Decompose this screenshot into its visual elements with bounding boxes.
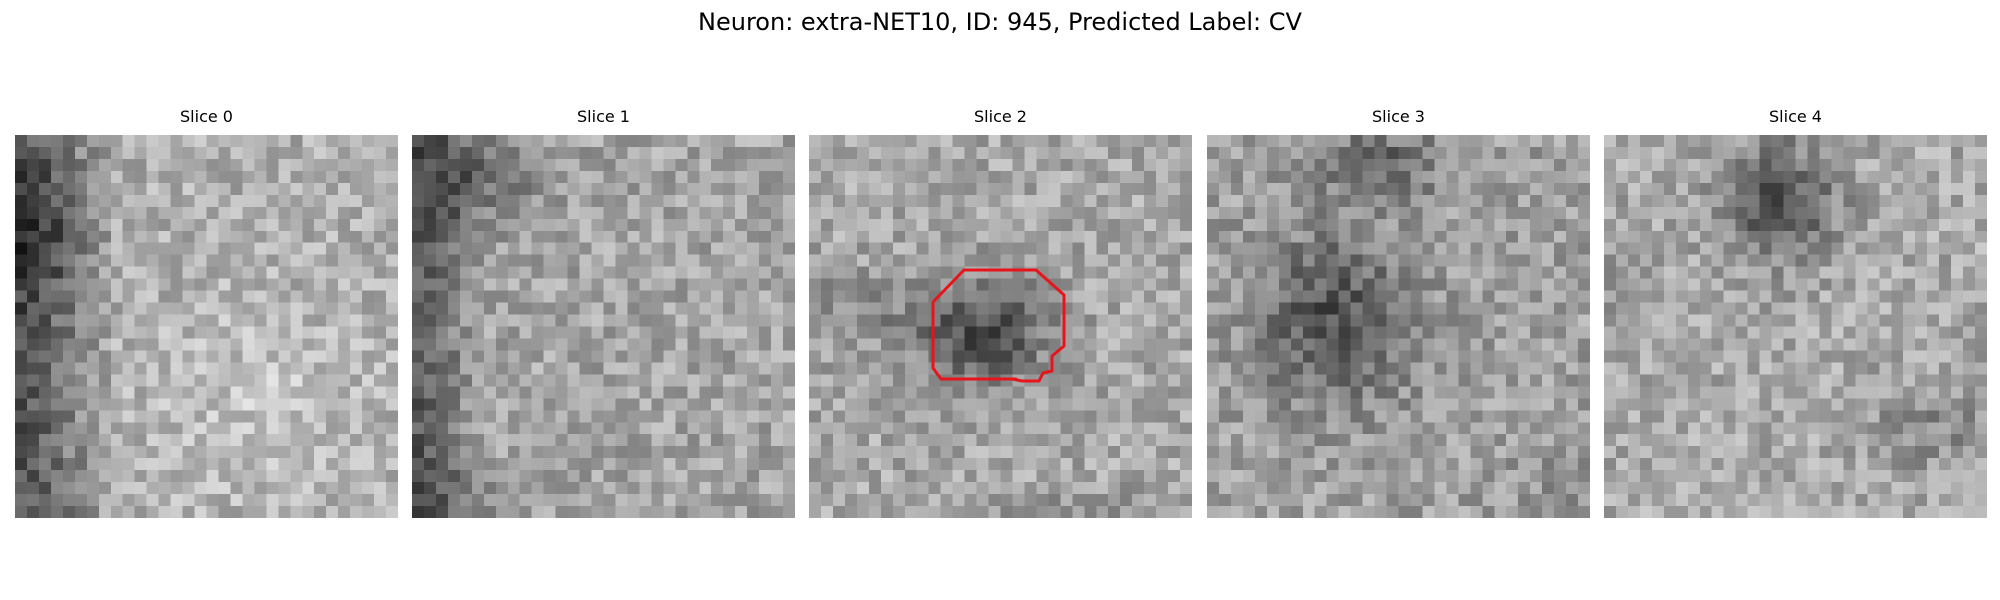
- slice-image-4: [1604, 135, 1987, 518]
- figure-title: Neuron: extra-NET10, ID: 945, Predicted …: [698, 8, 1302, 36]
- slice-image-1: [412, 135, 795, 518]
- slice-panel-3: Slice 3: [1207, 106, 1590, 518]
- slice-image-0: [15, 135, 398, 518]
- slice-title-3: Slice 3: [1372, 107, 1425, 126]
- slice-panel-0: Slice 0: [15, 106, 398, 518]
- slice-panel-4: Slice 4: [1604, 106, 1987, 518]
- slice-image-2: [809, 135, 1192, 518]
- slice-panel-1: Slice 1: [412, 106, 795, 518]
- slice-title-0: Slice 0: [180, 107, 233, 126]
- slice-image-3: [1207, 135, 1590, 518]
- slice-title-1: Slice 1: [577, 107, 630, 126]
- slice-title-2: Slice 2: [974, 107, 1027, 126]
- slice-title-4: Slice 4: [1769, 107, 1822, 126]
- slice-panel-2: Slice 2: [809, 106, 1192, 518]
